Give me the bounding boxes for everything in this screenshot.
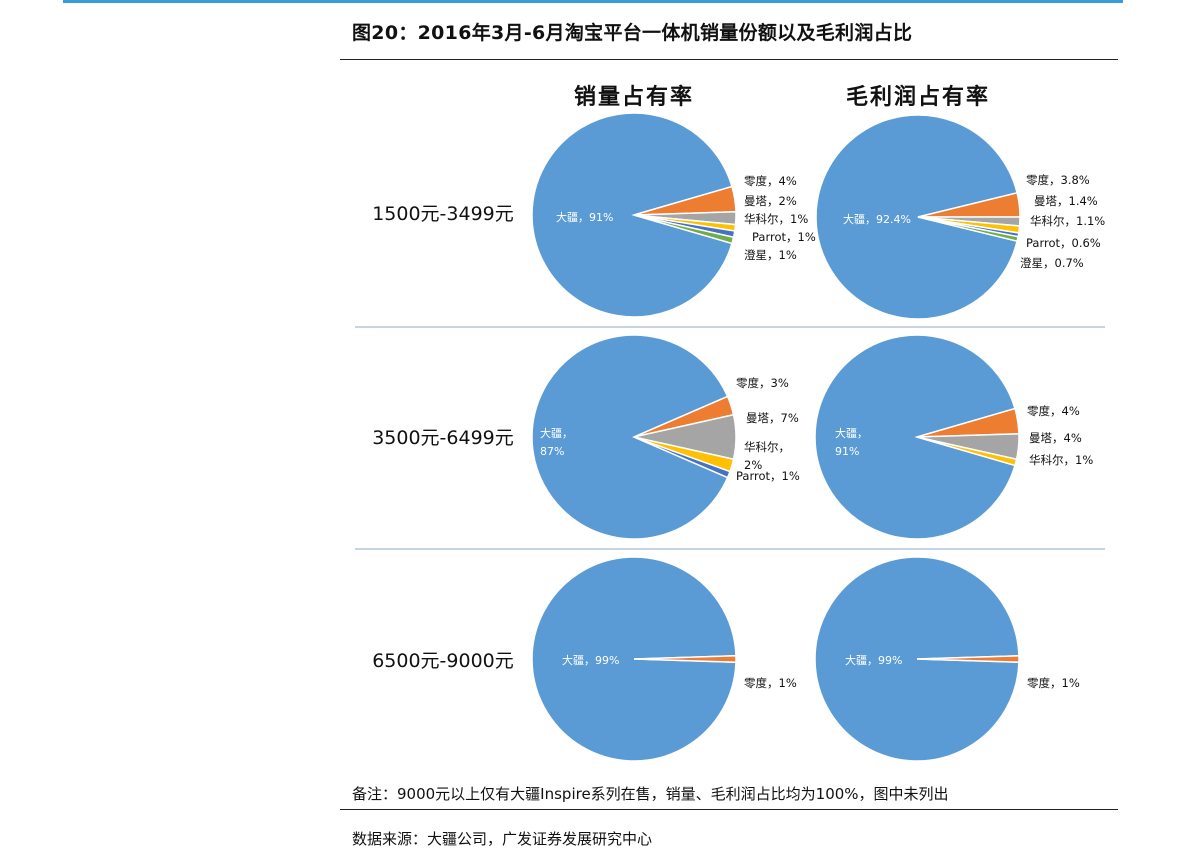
figure-source: 数据来源：大疆公司，广发证券发展研究中心: [352, 830, 653, 848]
pie-slice: [531, 556, 737, 762]
note-divider: [340, 809, 1118, 810]
slice-label: 华科尔，1%: [1029, 453, 1093, 467]
chart-title: 销量占有率: [574, 84, 694, 110]
figure-title: 图20：2016年3月-6月淘宝平台一体机销量份额以及毛利润占比: [352, 22, 913, 44]
slice-label: 零度，1%: [1027, 676, 1080, 690]
slice-label: Parrot，1%: [736, 469, 800, 483]
slice-label: 零度，4%: [1027, 404, 1080, 418]
slice-label: 大疆，91%: [556, 210, 613, 224]
pie-slice: [531, 334, 729, 540]
slice-label: 大疆，99%: [845, 653, 902, 667]
slice-label: 曼塔，2%: [744, 194, 797, 208]
slice-label: 大疆，91%: [835, 426, 868, 458]
row-label: 1500元-3499元: [372, 203, 514, 225]
title-divider: [340, 59, 1118, 60]
slice-label: 华科尔，1%: [744, 212, 808, 226]
figure-note: 备注：9000元以上仅有大疆Inspire系列在售，销量、毛利润占比均为100%…: [352, 785, 949, 803]
pie-slice: [633, 214, 735, 245]
pie-slice: [916, 436, 1018, 467]
slice-label: 零度，1%: [744, 676, 797, 690]
slice-label: Parrot，1%: [752, 230, 816, 244]
row-label: 3500元-6499元: [372, 427, 514, 449]
pie-slice: [814, 556, 1020, 762]
slice-label: 澄星，1%: [744, 248, 797, 262]
slice-label: Parrot，0.6%: [1026, 236, 1101, 250]
slice-label: 曼塔，7%: [746, 411, 799, 425]
slice-label: 澄星，0.7%: [1020, 256, 1084, 270]
slice-label: 曼塔，4%: [1029, 431, 1082, 445]
pie-slice: [633, 655, 737, 663]
pie-slice: [815, 114, 1019, 320]
pie-slice: [531, 112, 733, 318]
slice-label: 华科尔， 2%: [744, 440, 790, 472]
slice-label: 零度，3.8%: [1026, 173, 1090, 187]
row-label: 6500元-9000元: [372, 650, 514, 672]
pie-slice: [633, 436, 731, 479]
slice-label: 零度，3%: [736, 376, 789, 390]
slice-label: 曼塔，1.4%: [1034, 194, 1098, 208]
chart-title: 毛利润占有率: [846, 84, 990, 110]
slice-label: 大疆， 87%: [540, 426, 573, 458]
slice-label: 华科尔，1.1%: [1030, 214, 1105, 228]
pie-slice: [916, 655, 1020, 663]
slice-label: 大疆，99%: [562, 653, 619, 667]
pie-slice: [814, 334, 1016, 540]
slice-label: 零度，4%: [744, 174, 797, 188]
slice-label: 大疆，92.4%: [843, 212, 911, 226]
top-accent-rule: [63, 0, 1123, 3]
pie-slice: [917, 216, 1019, 243]
